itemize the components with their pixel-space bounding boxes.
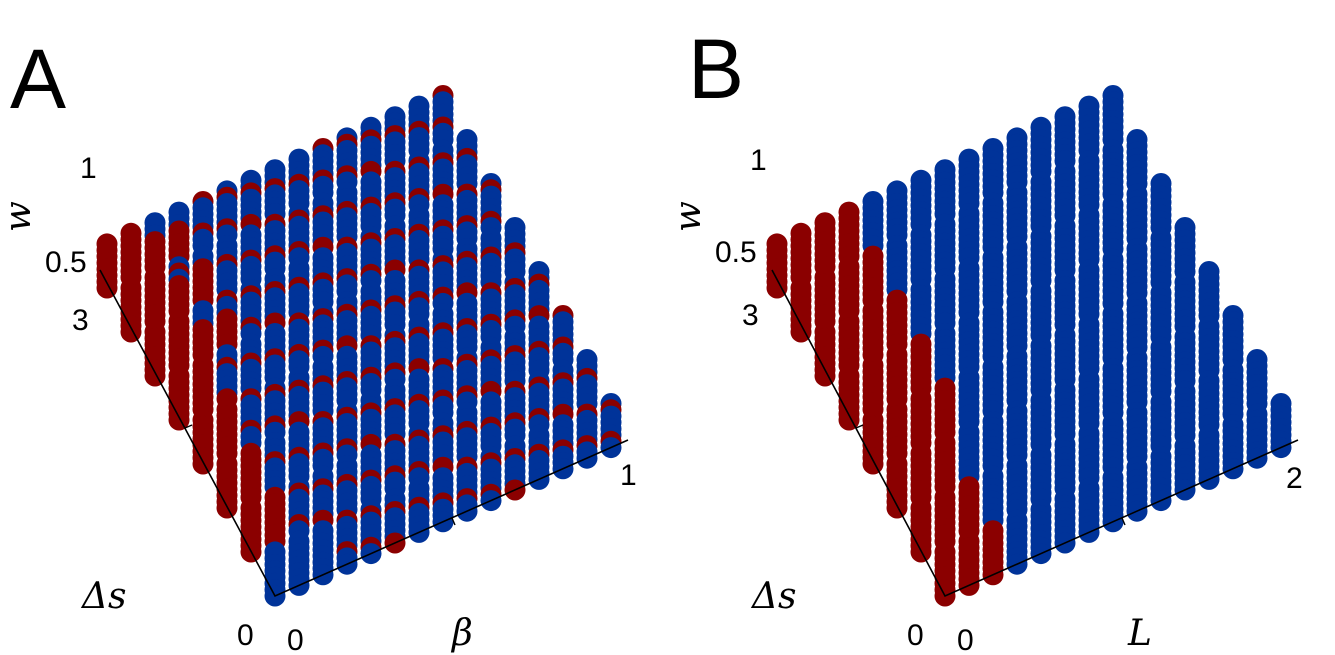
- data-point-a: [168, 409, 190, 431]
- data-point-b: [886, 497, 908, 519]
- y-tick-0-b: 0: [907, 619, 924, 652]
- z-tick-0-a: 0.5: [45, 246, 87, 279]
- x-axis-label-b: L: [1127, 613, 1152, 654]
- data-point-a: [192, 453, 214, 475]
- axis-lines-b: [771, 269, 1299, 598]
- y-tick-1-a: 3: [72, 304, 89, 337]
- y-tick-mark-a: [184, 424, 193, 429]
- panel-b: B 1 0.5 3 0 0 2 w Δs L: [668, 22, 1303, 655]
- panel-letter-a: A: [10, 32, 66, 126]
- x-tick-mark-a: [451, 517, 456, 526]
- points-b: [766, 85, 1292, 607]
- z-tick-1-b: 1: [750, 144, 767, 177]
- data-point-a: [120, 321, 142, 343]
- y-axis-label-b: Δs: [750, 576, 796, 617]
- data-point-a: [144, 365, 166, 387]
- y-tick-mark-b: [855, 424, 864, 429]
- x-tick-mark-b: [1121, 517, 1126, 526]
- z-tick-0-b: 0.5: [715, 236, 757, 269]
- y-tick-0-a: 0: [237, 619, 254, 652]
- x-tick-1-b: 2: [1286, 462, 1303, 495]
- x-axis-label-a: β: [450, 613, 473, 654]
- data-point-b: [790, 321, 812, 343]
- x-tick-1-a: 1: [620, 459, 637, 492]
- z-axis-label-b: w: [668, 201, 709, 232]
- y-axis-label-a: Δs: [80, 576, 126, 617]
- x-tick-0-b: 0: [957, 624, 974, 655]
- y-tick-1-b: 3: [742, 299, 759, 332]
- points-a: [96, 85, 622, 607]
- z-tick-1-a: 1: [80, 152, 97, 185]
- panel-a: A 1 0.5 3 0 0 1 w Δs β: [0, 32, 637, 655]
- panel-letter-b: B: [688, 22, 744, 116]
- x-tick-0-a: 0: [287, 624, 304, 655]
- z-axis-label-a: w: [0, 201, 39, 232]
- axis-lines-a: [99, 269, 629, 598]
- data-point-b: [862, 453, 884, 475]
- data-point-b: [766, 277, 788, 299]
